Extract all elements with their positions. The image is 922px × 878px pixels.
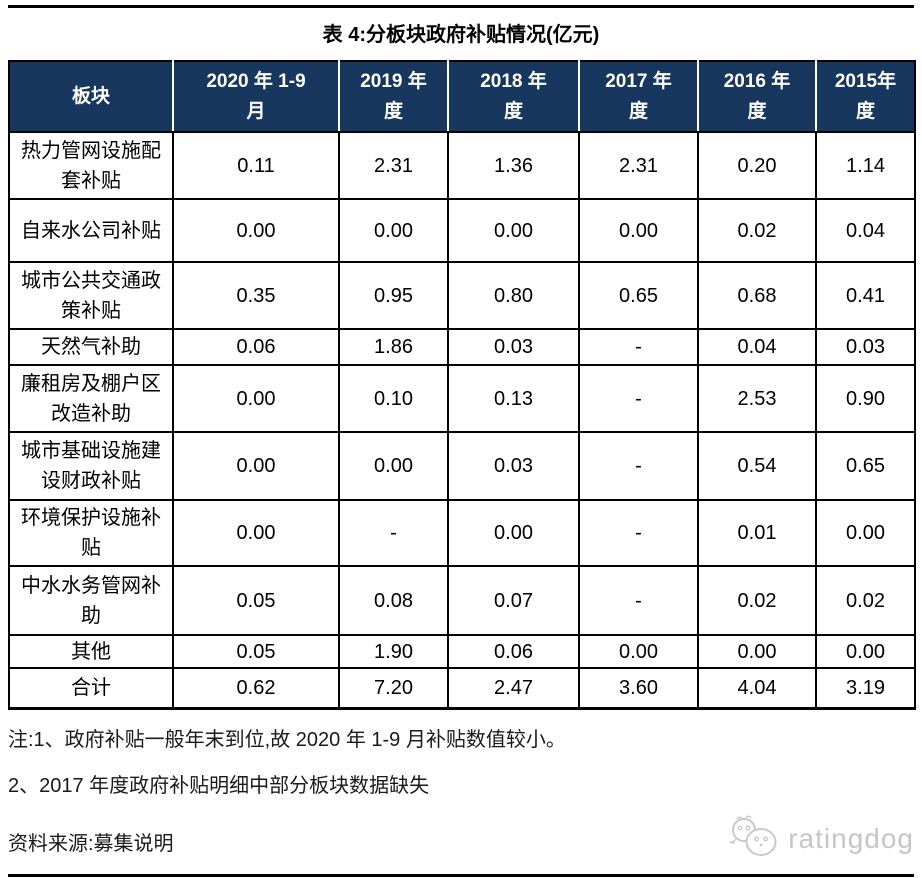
row-label: 中水水务管网补助	[8, 565, 174, 636]
cell-value: 2.31	[578, 131, 699, 200]
logo-wordmark: ratingdog	[788, 823, 914, 854]
table-row: 中水水务管网补助 0.05 0.08 0.07 - 0.02 0.02	[8, 565, 916, 636]
row-label: 其他	[8, 634, 174, 669]
ratingdog-logo: ratingdog	[728, 813, 914, 866]
row-label: 热力管网设施配套补贴	[8, 131, 174, 200]
table-row-total: 合计 0.62 7.20 2.47 3.60 4.04 3.19	[8, 667, 916, 710]
cell-value: 0.62	[172, 667, 340, 710]
cell-value: 3.60	[578, 667, 699, 710]
cell-value: 1.90	[338, 634, 449, 669]
cell-value: 2.31	[338, 131, 449, 200]
cell-value: 0.04	[815, 198, 916, 263]
cell-value: 0.11	[172, 131, 340, 200]
header-cell-2017: 2017 年 度	[578, 60, 699, 133]
cell-value: 0.00	[172, 198, 340, 263]
table-row: 热力管网设施配套补贴 0.11 2.31 1.36 2.31 0.20 1.14	[8, 131, 916, 200]
cell-value: 1.14	[815, 131, 916, 200]
cell-value: 0.00	[578, 198, 699, 263]
footnote-1: 注:1、政府补贴一般年末到位,故 2020 年 1-9 月补贴数值较小。	[8, 728, 566, 751]
top-divider-rule	[8, 5, 914, 8]
row-label: 自来水公司补贴	[8, 198, 174, 263]
cell-value: 0.06	[172, 328, 340, 366]
cell-value: 0.03	[447, 431, 580, 501]
cell-value: 0.54	[697, 431, 817, 501]
cell-value: 0.65	[578, 261, 699, 330]
header-cell-segment: 板块	[8, 60, 174, 133]
cell-value: 0.00	[172, 364, 340, 433]
row-label: 城市基础设施建设财政补贴	[8, 431, 174, 501]
cell-value: 3.19	[815, 667, 916, 710]
cell-value: 0.07	[447, 565, 580, 636]
cell-value: 0.00	[172, 499, 340, 567]
cell-value: -	[578, 499, 699, 567]
cell-value: 0.00	[815, 499, 916, 567]
cell-value: -	[578, 364, 699, 433]
cell-value: 0.90	[815, 364, 916, 433]
cell-value: 0.95	[338, 261, 449, 330]
cell-value: 0.00	[172, 431, 340, 501]
cell-value: 0.02	[815, 565, 916, 636]
cell-value: 0.05	[172, 565, 340, 636]
cell-value: 0.01	[697, 499, 817, 567]
table-header-row: 板块 2020 年 1-9 月 2019 年 度 2018 年 度 2017 年…	[8, 60, 916, 133]
header-cell-2016: 2016 年 度	[697, 60, 817, 133]
header-cell-2019: 2019 年 度	[338, 60, 449, 133]
header-cell-2020: 2020 年 1-9 月	[172, 60, 340, 133]
cell-value: 0.20	[697, 131, 817, 200]
cell-value: 2.53	[697, 364, 817, 433]
table-row: 城市公共交通政策补贴 0.35 0.95 0.80 0.65 0.68 0.41	[8, 261, 916, 330]
cell-value: 0.13	[447, 364, 580, 433]
cell-value: 0.00	[815, 634, 916, 669]
table-row: 廉租房及棚户区改造补助 0.00 0.10 0.13 - 2.53 0.90	[8, 364, 916, 433]
cell-value: 0.00	[338, 198, 449, 263]
cell-value: 7.20	[338, 667, 449, 710]
cell-value: 0.08	[338, 565, 449, 636]
table-row: 自来水公司补贴 0.00 0.00 0.00 0.00 0.02 0.04	[8, 198, 916, 263]
cell-value: 0.00	[338, 431, 449, 501]
table-row: 城市基础设施建设财政补贴 0.00 0.00 0.03 - 0.54 0.65	[8, 431, 916, 501]
cell-value: 0.68	[697, 261, 817, 330]
cell-value: 0.65	[815, 431, 916, 501]
cell-value: 4.04	[697, 667, 817, 710]
cell-value: 0.02	[697, 565, 817, 636]
cell-value: -	[578, 565, 699, 636]
row-label: 天然气补助	[8, 328, 174, 366]
cell-value: 0.00	[578, 634, 699, 669]
footnote-2: 2、2017 年度政府补贴明细中部分板块数据缺失	[8, 774, 430, 797]
cell-value: 0.80	[447, 261, 580, 330]
cell-value: 0.00	[447, 198, 580, 263]
cell-value: 0.03	[447, 328, 580, 366]
cell-value: -	[578, 431, 699, 501]
cell-value: 0.10	[338, 364, 449, 433]
header-cell-2018: 2018 年 度	[447, 60, 580, 133]
subsidy-table: 板块 2020 年 1-9 月 2019 年 度 2018 年 度 2017 年…	[8, 60, 916, 710]
row-label: 廉租房及棚户区改造补助	[8, 364, 174, 433]
source-row: 资料来源:募集说明 ratingdog	[8, 813, 914, 866]
header-cell-2015: 2015年 度	[815, 60, 916, 133]
cell-value: 0.04	[697, 328, 817, 366]
cell-value: 1.36	[447, 131, 580, 200]
table-row: 环境保护设施补贴 0.00 - 0.00 - 0.01 0.00	[8, 499, 916, 567]
row-label: 环境保护设施补贴	[8, 499, 174, 567]
row-label: 城市公共交通政策补贴	[8, 261, 174, 330]
data-source-label: 资料来源:募集说明	[8, 832, 174, 855]
table-row: 天然气补助 0.06 1.86 0.03 - 0.04 0.03	[8, 328, 916, 366]
cell-value: 0.02	[697, 198, 817, 263]
cell-value: 0.35	[172, 261, 340, 330]
bottom-divider-rule	[8, 873, 914, 877]
table-title: 表 4:分板块政府补贴情况(亿元)	[322, 24, 600, 46]
cell-value: 0.03	[815, 328, 916, 366]
cell-value: 0.00	[697, 634, 817, 669]
cell-value: 2.47	[447, 667, 580, 710]
cell-value: -	[338, 499, 449, 567]
cell-value: 0.06	[447, 634, 580, 669]
table-row: 其他 0.05 1.90 0.06 0.00 0.00 0.00	[8, 634, 916, 669]
cell-value: 0.00	[447, 499, 580, 567]
cell-value: 0.41	[815, 261, 916, 330]
dog-face-icon	[728, 813, 782, 866]
row-label: 合计	[8, 667, 174, 710]
cell-value: 0.05	[172, 634, 340, 669]
cell-value: 1.86	[338, 328, 449, 366]
cell-value: -	[578, 328, 699, 366]
